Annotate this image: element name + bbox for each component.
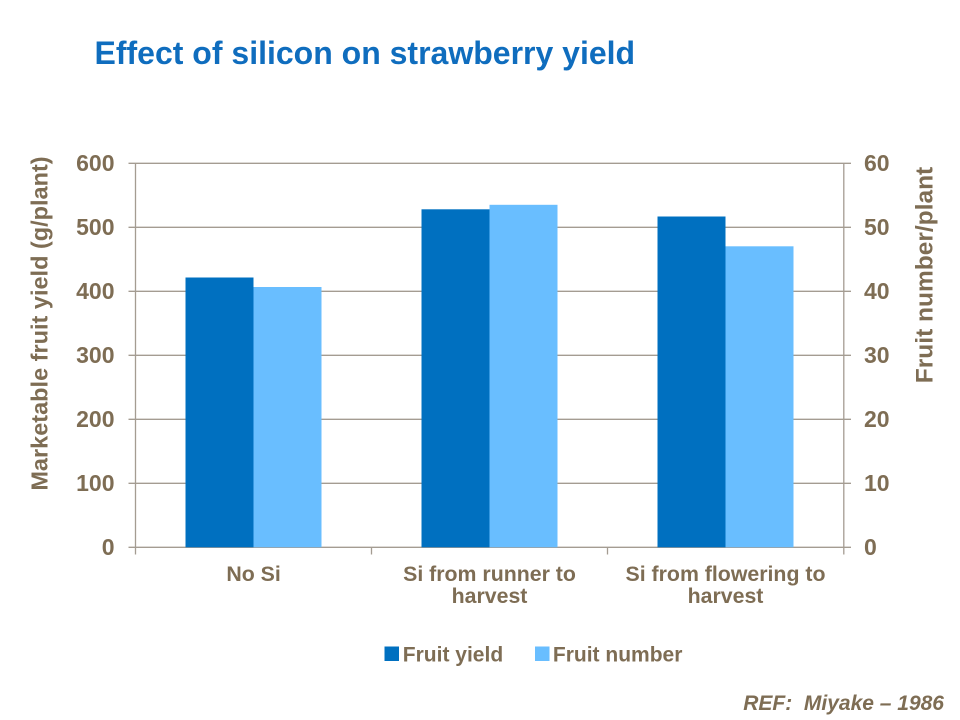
svg-text:300: 300: [76, 342, 114, 368]
svg-text:Si from flowering to: Si from flowering to: [626, 562, 826, 586]
svg-text:Si from runner to: Si from runner to: [403, 562, 576, 586]
svg-text:Effect of silicon on strawberr: Effect of silicon on strawberry yield: [95, 35, 636, 71]
svg-text:Fruit number/plant: Fruit number/plant: [912, 167, 939, 383]
svg-text:50: 50: [864, 214, 890, 240]
svg-text:60: 60: [864, 150, 890, 176]
svg-text:40: 40: [864, 278, 890, 304]
svg-text:500: 500: [76, 214, 114, 240]
svg-text:600: 600: [76, 150, 114, 176]
svg-text:200: 200: [76, 406, 114, 432]
svg-text:100: 100: [76, 470, 114, 496]
svg-text:harvest: harvest: [688, 584, 764, 608]
svg-text:Marketable fruit yield (g/plan: Marketable fruit yield (g/plant): [27, 156, 53, 490]
svg-text:REF: Miyake – 1986: REF: Miyake – 1986: [743, 692, 944, 715]
svg-text:0: 0: [102, 534, 115, 560]
svg-text:Fruit yield: Fruit yield: [403, 644, 503, 667]
svg-text:30: 30: [864, 342, 890, 368]
svg-text:20: 20: [864, 406, 890, 432]
svg-text:harvest: harvest: [452, 584, 528, 608]
svg-text:0: 0: [864, 534, 877, 560]
svg-text:Fruit number: Fruit number: [553, 644, 683, 667]
svg-text:10: 10: [864, 470, 890, 496]
svg-text:400: 400: [76, 278, 114, 304]
svg-text:No Si: No Si: [226, 562, 280, 586]
